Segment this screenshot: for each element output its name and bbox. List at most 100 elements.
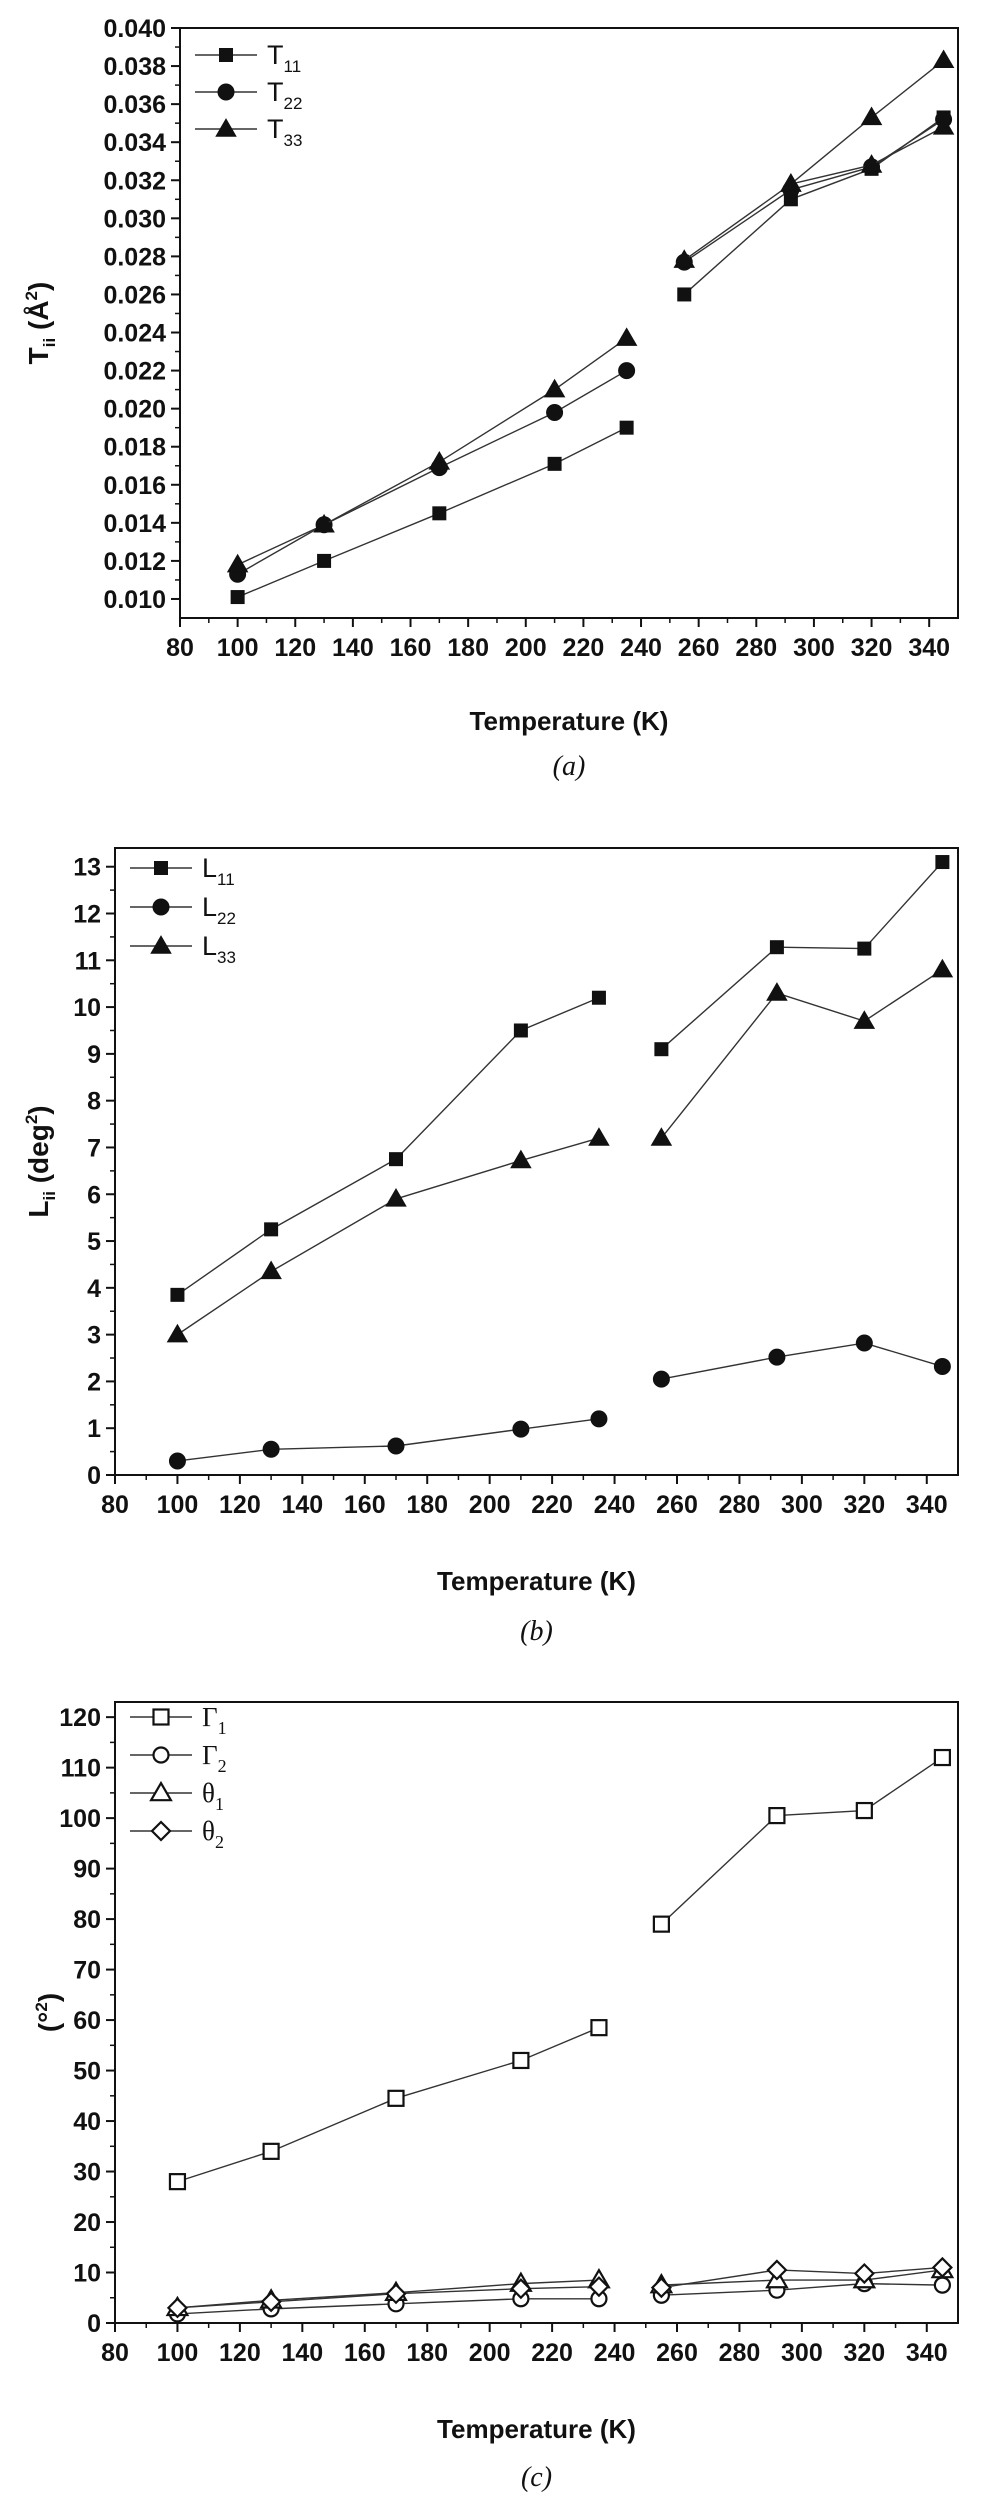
data-point bbox=[387, 2089, 405, 2107]
series-line bbox=[660, 1756, 943, 1925]
series-line bbox=[661, 2282, 943, 2296]
chart-panel-3: 80 100 120 140 160 180 200 220 240 260 280 300 320 34… bbox=[32, 1701, 959, 2493]
x-tick-label: 120 bbox=[219, 1491, 261, 1519]
x-tick-label: 280 bbox=[719, 2339, 761, 2367]
plot-frame bbox=[114, 1701, 959, 2324]
legend-marker bbox=[150, 935, 172, 954]
y-tick-label: 0.038 bbox=[103, 53, 166, 81]
y-axis-title: Lii (deg2) bbox=[22, 1105, 59, 1217]
chart-panel-2: 80 100 120 140 160 180 200 220 240 260 280 300 320 34… bbox=[22, 847, 959, 1647]
y-tick-label: 0.016 bbox=[103, 472, 166, 500]
data-point bbox=[512, 1420, 530, 1438]
x-tick-label: 80 bbox=[101, 2339, 129, 2367]
y-tick-label: 0.010 bbox=[103, 586, 166, 614]
x-tick-label: 240 bbox=[594, 1491, 636, 1519]
x-tick-label: 220 bbox=[563, 634, 605, 662]
legend-label: Γ2 bbox=[202, 1740, 227, 1776]
series-2 bbox=[168, 1334, 951, 1470]
x-tick-label: 200 bbox=[469, 1491, 511, 1519]
y-tick-label: 10 bbox=[73, 2260, 101, 2288]
series-4 bbox=[166, 2256, 953, 2319]
data-point bbox=[618, 362, 636, 380]
x-tick-label: 260 bbox=[656, 2339, 698, 2367]
data-point bbox=[619, 420, 634, 435]
data-point bbox=[262, 2142, 280, 2160]
data-point bbox=[260, 2291, 282, 2313]
y-tick-label: 80 bbox=[73, 1906, 101, 1934]
y-tick-label: 0.028 bbox=[103, 243, 166, 271]
data-point bbox=[389, 1152, 403, 1167]
data-point bbox=[547, 456, 562, 471]
data-point bbox=[933, 2276, 951, 2294]
x-tick-label: 240 bbox=[620, 634, 662, 662]
y-tick-label: 0.024 bbox=[103, 320, 166, 348]
series-1 bbox=[170, 855, 950, 1302]
x-tick-label: 180 bbox=[447, 634, 489, 662]
x-tick-label: 80 bbox=[166, 634, 194, 662]
panel-caption: (a) bbox=[553, 751, 586, 782]
x-tick-label: 300 bbox=[793, 634, 835, 662]
legend-marker bbox=[150, 1820, 172, 1842]
plot-frame bbox=[179, 27, 959, 619]
y-tick-label: 60 bbox=[73, 2007, 101, 2035]
data-point bbox=[590, 2019, 608, 2037]
data-point bbox=[860, 106, 883, 126]
legend-label: T11 bbox=[267, 40, 301, 76]
x-tick-label: 140 bbox=[281, 2339, 323, 2367]
legend-marker bbox=[215, 118, 237, 137]
data-point bbox=[588, 1127, 610, 1146]
legend-marker bbox=[152, 898, 170, 916]
data-point bbox=[317, 553, 332, 568]
x-axis-title: Temperature (K) bbox=[437, 2414, 636, 2444]
legend-label: L11 bbox=[202, 853, 235, 889]
x-tick-label: 320 bbox=[843, 2339, 885, 2367]
y-tick-label: 70 bbox=[73, 1957, 101, 1985]
legend-marker bbox=[152, 1746, 170, 1764]
data-point bbox=[510, 1149, 532, 1169]
data-point bbox=[853, 1010, 876, 1029]
x-tick-label: 180 bbox=[406, 1491, 448, 1519]
x-tick-label: 340 bbox=[908, 634, 950, 662]
x-tick-label: 80 bbox=[101, 1491, 129, 1519]
y-tick-label: 9 bbox=[87, 1041, 101, 1069]
y-tick-label: 6 bbox=[87, 1181, 101, 1209]
y-tick-label: 13 bbox=[73, 854, 101, 882]
y-axis-title: Tii (Å2) bbox=[22, 282, 59, 365]
x-tick-label: 120 bbox=[219, 2339, 261, 2367]
y-tick-label: 7 bbox=[87, 1134, 101, 1162]
y-tick-label: 8 bbox=[87, 1088, 101, 1116]
x-tick-label: 220 bbox=[531, 1491, 573, 1519]
y-axis-title: (°2) bbox=[32, 1993, 64, 2032]
legend-label: T22 bbox=[267, 77, 302, 113]
data-point bbox=[385, 2283, 407, 2305]
series-1 bbox=[168, 1748, 951, 2191]
y-tick-label: 0.030 bbox=[103, 205, 166, 233]
series-line bbox=[177, 1137, 600, 1336]
data-point bbox=[588, 2276, 610, 2298]
series-line bbox=[660, 969, 943, 1139]
x-tick-label: 300 bbox=[781, 1491, 823, 1519]
series-line bbox=[661, 2269, 943, 2286]
data-point bbox=[654, 1042, 669, 1057]
data-point bbox=[166, 2297, 189, 2319]
data-point bbox=[860, 154, 883, 173]
data-point bbox=[591, 990, 606, 1005]
x-tick-label: 260 bbox=[678, 634, 720, 662]
y-tick-label: 5 bbox=[87, 1228, 101, 1256]
series-line bbox=[683, 116, 944, 295]
data-point bbox=[166, 1323, 189, 1343]
series-line bbox=[237, 369, 627, 575]
data-point bbox=[931, 958, 954, 978]
series-line bbox=[661, 1342, 943, 1380]
y-tick-label: 0.020 bbox=[103, 396, 166, 424]
x-tick-label: 100 bbox=[157, 2339, 199, 2367]
series-line bbox=[237, 337, 628, 566]
x-tick-label: 200 bbox=[469, 2339, 511, 2367]
data-point bbox=[932, 116, 955, 135]
x-tick-label: 140 bbox=[281, 1491, 323, 1519]
legend-label: Γ1 bbox=[202, 1702, 227, 1738]
data-point bbox=[512, 2051, 530, 2070]
data-point bbox=[264, 1222, 279, 1237]
